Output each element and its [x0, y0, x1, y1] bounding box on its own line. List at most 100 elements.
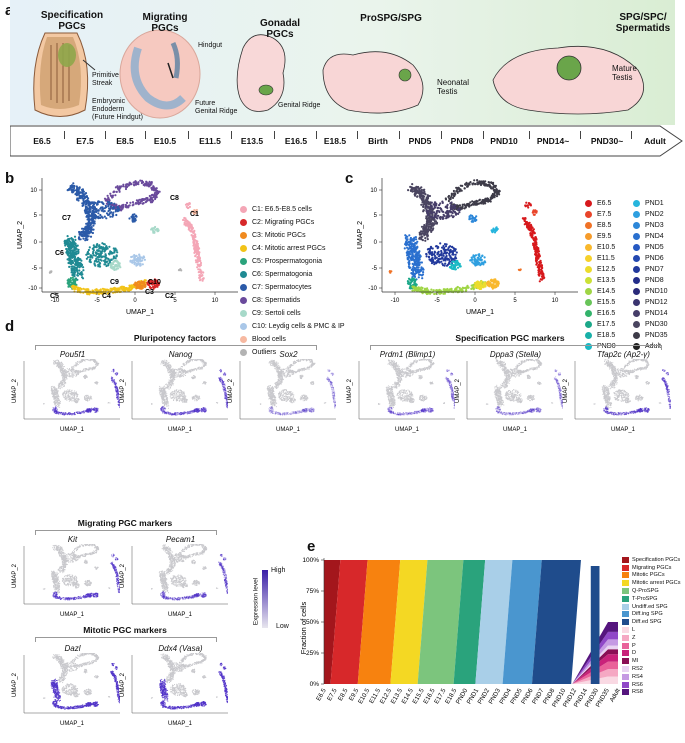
cell-point	[92, 368, 93, 369]
cell-point	[95, 209, 97, 211]
cell-point	[407, 189, 409, 191]
cell-point	[102, 247, 104, 249]
cell-point	[524, 217, 526, 219]
cell-point	[75, 286, 77, 288]
cell-point	[84, 360, 85, 361]
cell-point	[410, 237, 412, 239]
cell-point	[418, 274, 420, 276]
legend-swatch	[240, 297, 247, 304]
cluster-label: C2	[165, 293, 174, 300]
legend-item: PND7	[633, 264, 668, 275]
cell-point	[104, 250, 106, 252]
legend-item: E11.5	[585, 253, 616, 264]
cell-point	[85, 234, 87, 236]
cell-point	[65, 375, 66, 376]
cell-point	[433, 203, 435, 205]
cell-point	[96, 365, 97, 366]
cell-point	[65, 371, 66, 372]
legend-label: C2: Migrating PGCs	[252, 219, 314, 226]
cell-point	[50, 270, 52, 272]
cell-point	[117, 289, 119, 291]
legend-label: C5: Prospermatogonia	[252, 258, 322, 265]
cell-point	[415, 192, 417, 194]
annotation-primitive-streak: Primitive Streak	[92, 72, 119, 88]
cell-point	[97, 365, 98, 366]
legend-item: PND6	[633, 253, 668, 264]
cell-point	[56, 388, 57, 389]
cell-point	[461, 185, 463, 187]
cell-point	[66, 375, 67, 376]
cell-point	[74, 249, 76, 251]
cell-point	[446, 252, 448, 254]
cell-point	[130, 288, 132, 290]
cell-point	[114, 287, 116, 289]
cell-point	[480, 288, 482, 290]
cell-point	[418, 238, 420, 240]
cell-point	[52, 390, 53, 391]
cell-point	[530, 226, 532, 228]
cell-point	[483, 182, 485, 184]
stage-title-gonadal: Gonadal PGCs	[250, 18, 310, 40]
cell-point	[414, 243, 416, 245]
cell-point	[149, 199, 151, 201]
cell-point	[489, 182, 491, 184]
legend-label: PND4	[645, 233, 664, 240]
cell-point	[106, 257, 108, 259]
x-tick-label: -5	[94, 298, 100, 304]
cell-point	[59, 362, 60, 363]
cell-point	[56, 395, 57, 396]
cell-point	[417, 192, 419, 194]
cell-point	[132, 220, 134, 222]
cell-point	[58, 363, 59, 364]
legend-label: PND12	[645, 299, 668, 306]
cell-point	[447, 216, 449, 218]
cell-point	[84, 359, 85, 360]
cell-point	[156, 193, 158, 195]
cell-point	[129, 202, 131, 204]
cell-point	[473, 179, 475, 181]
cell-point	[70, 249, 72, 251]
cell-point	[428, 207, 430, 209]
cell-point	[451, 288, 453, 290]
legend-swatch	[633, 310, 640, 317]
cell-point	[74, 390, 75, 391]
cell-point	[117, 187, 119, 189]
cell-point	[90, 367, 91, 368]
timeline-divider	[145, 131, 146, 139]
cell-point	[419, 258, 421, 260]
cell-point	[62, 374, 63, 375]
cell-point	[413, 259, 415, 261]
cell-point	[408, 234, 410, 236]
legend-swatch	[585, 310, 592, 317]
cell-point	[77, 275, 79, 277]
cell-point	[79, 191, 81, 193]
cell-point	[479, 282, 481, 284]
cell-point	[72, 276, 74, 278]
cell-point	[78, 264, 80, 266]
cell-point	[443, 249, 445, 251]
cell-point	[70, 277, 72, 279]
legend-item: PND14	[633, 308, 668, 319]
legend-item: C7: Spermatocytes	[240, 281, 345, 294]
cell-point	[414, 273, 416, 275]
cell-point	[82, 371, 83, 372]
cell-point	[71, 371, 72, 372]
cell-point	[55, 362, 56, 363]
cell-point	[104, 247, 106, 249]
cell-point	[77, 250, 79, 252]
cell-point	[151, 228, 153, 230]
cell-point	[195, 259, 197, 261]
legend-item: E16.5	[585, 308, 616, 319]
cell-point	[180, 269, 182, 271]
cell-point	[439, 261, 441, 263]
cell-point	[524, 220, 526, 222]
cell-point	[73, 185, 75, 187]
cell-point	[116, 249, 118, 251]
cell-point	[73, 242, 75, 244]
cell-point	[73, 187, 75, 189]
cell-point	[132, 203, 134, 205]
cell-point	[61, 381, 62, 382]
cell-point	[111, 252, 113, 254]
timeline-label: Birth	[368, 136, 388, 146]
